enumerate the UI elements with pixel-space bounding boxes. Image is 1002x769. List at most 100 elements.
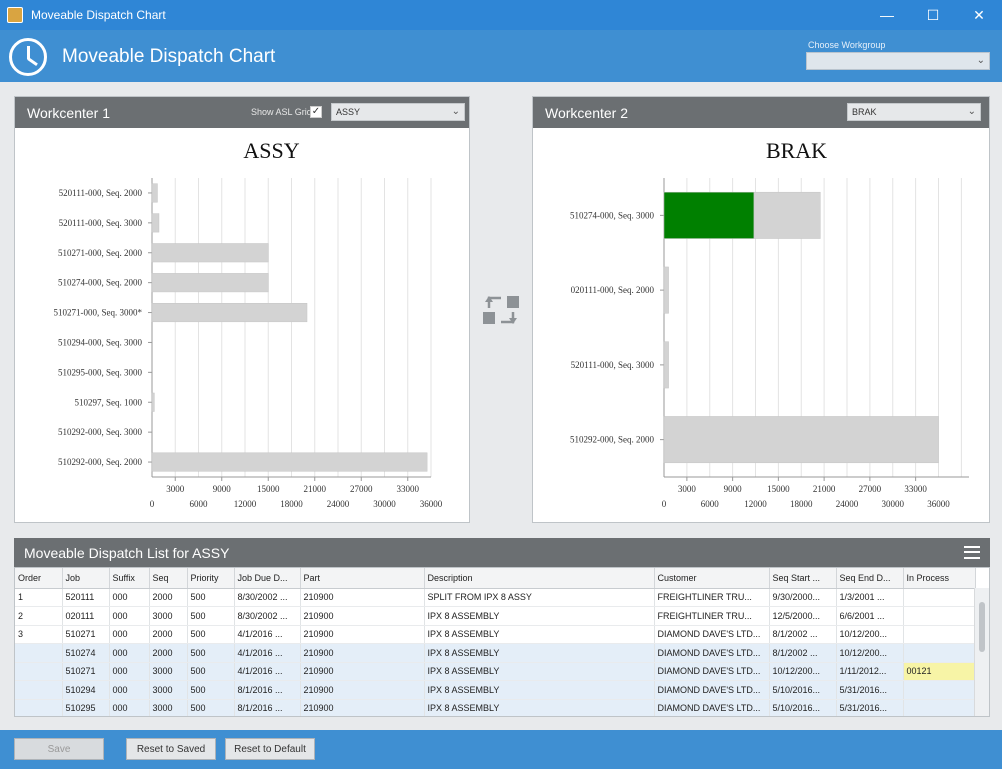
- category-label: 510297, Seq. 1000: [75, 397, 143, 407]
- category-label: 520111-000, Seq. 2000: [59, 188, 143, 198]
- column-header[interactable]: Seq Start ...: [769, 568, 837, 589]
- table-cell: IPX 8 ASSEMBLY: [424, 680, 655, 700]
- category-label: 510274-000, Seq. 2000: [58, 278, 142, 288]
- table-cell: 12/5/2000...: [769, 606, 837, 626]
- x-tick-label: 9000: [724, 484, 743, 494]
- column-header[interactable]: Job: [62, 568, 110, 589]
- swap-workcenters-icon[interactable]: [481, 288, 521, 332]
- table-row[interactable]: 3 510271 000 2000 500 4/1/2016 ... 210900 IPX 8…: [15, 625, 976, 644]
- column-header[interactable]: Suffix: [109, 568, 150, 589]
- x-tick-label: 24000: [836, 499, 859, 509]
- table-cell: [903, 699, 976, 716]
- app-icon: [7, 7, 23, 23]
- maximize-button[interactable]: ☐: [926, 6, 940, 23]
- category-label: 520111-000, Seq. 3000: [571, 360, 655, 370]
- column-header[interactable]: Seq: [149, 568, 188, 589]
- bar: [663, 416, 939, 464]
- table-cell: 510295: [62, 699, 110, 716]
- x-tick-label: 12000: [744, 499, 767, 509]
- column-header[interactable]: Job Due D...: [234, 568, 301, 589]
- save-button[interactable]: Save: [14, 738, 104, 760]
- workcenter-2-header: Workcenter 2 BRAK ⌄: [533, 97, 989, 128]
- table-cell: [903, 643, 976, 663]
- table-row[interactable]: 510295 000 3000 500 8/1/2016 ... 210900 IPX 8 …: [15, 699, 976, 716]
- table-cell: FREIGHTLINER TRU...: [654, 588, 770, 607]
- scrollbar-thumb[interactable]: [979, 602, 985, 652]
- bar: [151, 243, 269, 263]
- table-cell: IPX 8 ASSEMBLY: [424, 662, 655, 681]
- column-header[interactable]: Description: [424, 568, 655, 589]
- table-cell: 8/1/2002 ...: [769, 625, 837, 644]
- dispatch-grid: Order Job Suffix Seq Priority Job Due D... Par…: [14, 567, 990, 717]
- table-row[interactable]: 510274 000 2000 500 4/1/2016 ... 210900 IPX 8 …: [15, 643, 976, 663]
- table-cell: IPX 8 ASSEMBLY: [424, 606, 655, 626]
- minimize-button[interactable]: —: [880, 7, 894, 23]
- footer-bar: Save Reset to Saved Reset to Default: [0, 730, 1002, 769]
- column-header[interactable]: In Process: [903, 568, 976, 589]
- list-menu-icon[interactable]: [964, 546, 980, 559]
- table-cell: DIAMOND DAVE'S LTD...: [654, 643, 770, 663]
- assy-chart: ASSY 520111-000, Seq. 2000 520111-000, Seq…: [54, 138, 443, 509]
- workcenter-1-value: ASSY: [336, 107, 361, 117]
- workcenter-2-select[interactable]: BRAK ⌄: [847, 103, 981, 121]
- table-cell: 3000: [149, 699, 188, 716]
- x-tick-label: 30000: [373, 499, 396, 509]
- table-cell: 2000: [149, 588, 188, 607]
- category-label: 510292-000, Seq. 3000: [58, 427, 142, 437]
- table-cell: 3000: [149, 680, 188, 700]
- bar: [663, 341, 669, 389]
- column-header[interactable]: Customer: [654, 568, 770, 589]
- bar: [151, 303, 308, 323]
- reset-to-saved-button[interactable]: Reset to Saved: [126, 738, 216, 760]
- workcenter-2-value: BRAK: [852, 107, 877, 117]
- table-cell: 000: [109, 643, 150, 663]
- table-cell: 2000: [149, 625, 188, 644]
- chart-title: ASSY: [243, 138, 299, 163]
- table-row[interactable]: 1 520111 000 2000 500 8/30/2002 ... 210900 SPLI…: [15, 588, 976, 607]
- table-cell: FREIGHTLINER TRU...: [654, 606, 770, 626]
- table-row[interactable]: 510271 000 3000 500 4/1/2016 ... 210900 IPX 8 …: [15, 662, 976, 681]
- workcenter-1-select[interactable]: ASSY ⌄: [331, 103, 465, 121]
- table-cell: 500: [187, 662, 235, 681]
- column-header[interactable]: Order: [15, 568, 63, 589]
- category-label: 020111-000, Seq. 2000: [571, 285, 655, 295]
- x-tick-label: 0: [662, 499, 667, 509]
- x-tick-label: 33000: [904, 484, 927, 494]
- category-label: 510295-000, Seq. 3000: [58, 367, 142, 377]
- table-cell: 4/1/2016 ...: [234, 643, 301, 663]
- table-cell: 210900: [300, 680, 425, 700]
- app-title: Moveable Dispatch Chart: [62, 46, 276, 67]
- table-cell: [903, 625, 976, 644]
- reset-to-default-button[interactable]: Reset to Default: [225, 738, 315, 760]
- table-cell: 10/12/200...: [836, 625, 904, 644]
- table-cell: 210900: [300, 699, 425, 716]
- workcenter-2-panel: Workcenter 2 BRAK ⌄ BRAK 510274-000, Seq.…: [532, 96, 990, 523]
- table-cell: DIAMOND DAVE'S LTD...: [654, 662, 770, 681]
- grid-scrollbar[interactable]: [974, 588, 989, 716]
- table-cell: 4/1/2016 ...: [234, 625, 301, 644]
- column-header[interactable]: Priority: [187, 568, 235, 589]
- table-cell: 00121: [903, 662, 976, 681]
- table-cell: 8/30/2002 ...: [234, 588, 301, 607]
- table-cell: 1: [15, 588, 63, 607]
- table-cell: 520111: [62, 588, 110, 607]
- table-row[interactable]: 2 020111 000 3000 500 8/30/2002 ... 210900 IPX …: [15, 606, 976, 626]
- close-button[interactable]: ✕: [973, 6, 985, 23]
- bar: [151, 392, 155, 412]
- x-tick-label: 9000: [213, 484, 232, 494]
- x-tick-label: 33000: [397, 484, 420, 494]
- show-grid-checkbox[interactable]: ✓: [310, 106, 322, 118]
- table-cell: [903, 680, 976, 700]
- column-header[interactable]: Part: [300, 568, 425, 589]
- x-tick-label: 3000: [166, 484, 185, 494]
- x-tick-label: 27000: [350, 484, 373, 494]
- table-cell: 000: [109, 625, 150, 644]
- table-cell: [15, 662, 63, 681]
- x-tick-label: 21000: [813, 484, 836, 494]
- table-row[interactable]: 510294 000 3000 500 8/1/2016 ... 210900 IPX 8 …: [15, 680, 976, 700]
- table-cell: 500: [187, 680, 235, 700]
- workgroup-select[interactable]: ⌄: [806, 52, 990, 70]
- x-tick-label: 15000: [257, 484, 280, 494]
- table-cell: 000: [109, 662, 150, 681]
- column-header[interactable]: Seq End D...: [836, 568, 904, 589]
